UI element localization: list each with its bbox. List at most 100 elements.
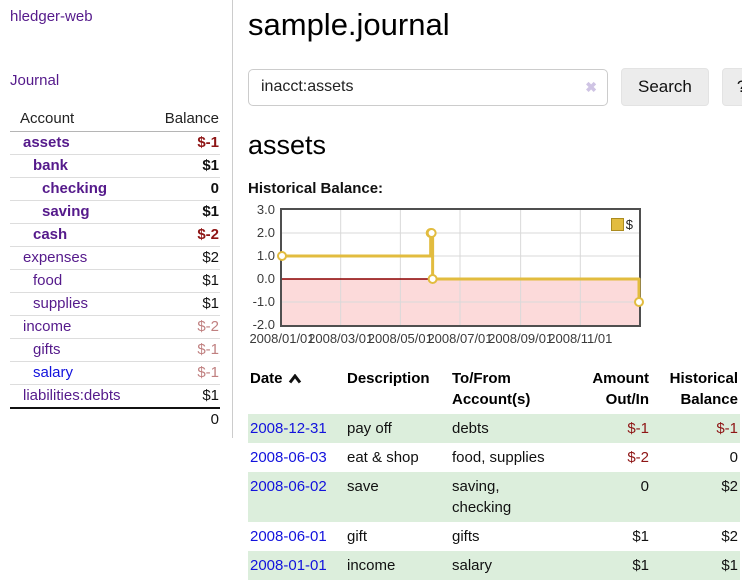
account-link-cash[interactable]: cash: [33, 226, 68, 243]
account-link-salary[interactable]: salary: [33, 364, 74, 381]
chart-section-label: Historical Balance:: [248, 180, 384, 197]
accounts-table: Account Balance assets $-1 bank $1 check…: [10, 107, 220, 431]
transaction-amount: 0: [560, 472, 651, 522]
transactions-table: Date Description To/From Account(s) Amou…: [248, 366, 740, 580]
transaction-balance: $2: [721, 528, 738, 545]
transaction-row: 2008-06-02 save saving, checking 0 $2: [248, 472, 740, 522]
date-column-header[interactable]: Date: [248, 366, 345, 414]
transaction-description: eat & shop: [347, 449, 419, 466]
balance-column-header: Historical Balance: [669, 370, 738, 408]
transaction-row: 2008-01-01 income salary $1 $1: [248, 551, 740, 580]
account-row: income $-2: [10, 315, 220, 339]
balance-column-header: Balance: [150, 107, 220, 132]
x-tick-label: 2008/11/01: [548, 331, 613, 346]
transaction-description: save: [345, 472, 450, 522]
transaction-row: 2008-06-01 gift gifts $1 $2: [248, 522, 740, 551]
account-balance: $1: [150, 384, 220, 409]
x-tick-label: 2008/09/01: [488, 331, 554, 346]
brand-link[interactable]: hledger-web: [10, 8, 93, 25]
search-button[interactable]: Search: [621, 68, 709, 106]
account-link-assets[interactable]: assets: [23, 134, 70, 151]
account-row: checking 0: [10, 177, 220, 201]
account-row: expenses $2: [10, 246, 220, 270]
transaction-accounts: debts: [450, 414, 560, 443]
account-row: saving $1: [10, 200, 220, 224]
accounts-total-row: 0: [10, 407, 220, 431]
transaction-row: 2008-06-03 eat & shop food, supplies $-2…: [248, 443, 740, 472]
transaction-balance: $-1: [651, 414, 740, 443]
account-link-gifts[interactable]: gifts: [33, 341, 61, 358]
transaction-balance: $2: [651, 472, 740, 522]
account-balance: 0: [150, 177, 220, 201]
transaction-description: pay off: [345, 414, 450, 443]
legend-label: $: [625, 217, 633, 232]
transaction-date-link[interactable]: 2008-12-31: [250, 420, 327, 437]
account-balance: $1: [150, 154, 220, 178]
description-column-header: Description: [347, 370, 430, 387]
sidebar-item-journal[interactable]: Journal: [10, 72, 60, 89]
sort-ascending-icon: [288, 373, 301, 384]
account-link-supplies[interactable]: supplies: [33, 295, 89, 312]
account-balance: $-2: [150, 315, 220, 339]
y-tick-label: 3.0: [256, 202, 275, 217]
transaction-amount: $1: [560, 551, 651, 580]
account-link-food[interactable]: food: [33, 272, 63, 289]
transaction-balance: 0: [729, 449, 738, 466]
y-tick-label: -1.0: [252, 294, 275, 309]
account-balance: $1: [150, 292, 220, 316]
account-title: assets: [248, 130, 327, 160]
search-input[interactable]: [248, 68, 608, 106]
account-link-checking[interactable]: checking: [42, 180, 108, 197]
y-tick-label: 1.0: [256, 248, 275, 263]
account-link-expenses[interactable]: expenses: [23, 249, 88, 266]
x-tick-label: 2008/05/01: [367, 331, 433, 346]
account-row: bank $1: [10, 154, 220, 178]
transaction-accounts: saving, checking: [450, 472, 560, 522]
sidebar: hledger-web Journal Account Balance asse…: [0, 0, 233, 438]
search-form: ✖ Search ?: [248, 68, 742, 106]
transaction-accounts: gifts: [452, 528, 480, 545]
account-balance: $1: [150, 200, 220, 224]
transaction-amount: $1: [632, 528, 649, 545]
transaction-description: gift: [347, 528, 368, 545]
help-button[interactable]: ?: [721, 68, 742, 106]
search-field-wrapper: ✖: [248, 68, 608, 106]
transaction-date-link[interactable]: 2008-06-02: [250, 478, 327, 495]
account-balance: $1: [150, 269, 220, 293]
transaction-amount: $-2: [627, 449, 649, 466]
transaction-date-link[interactable]: 2008-06-03: [250, 449, 327, 466]
clear-search-icon[interactable]: ✖: [585, 78, 597, 95]
accounts-column-header: To/From Account(s): [452, 370, 531, 408]
transaction-accounts: salary: [450, 551, 560, 580]
transaction-row: 2008-12-31 pay off debts $-1 $-1: [248, 414, 740, 443]
account-row: salary $-1: [10, 361, 220, 385]
account-link-income[interactable]: income: [23, 318, 72, 335]
account-balance: $-1: [150, 131, 220, 155]
page-title: sample.journal: [248, 7, 450, 42]
chart-legend: $: [610, 217, 633, 232]
y-tick-label: 0.0: [256, 271, 275, 286]
account-balance: $2: [150, 246, 220, 270]
account-balance: $-1: [150, 338, 220, 362]
account-row: gifts $-1: [10, 338, 220, 362]
transaction-balance: $1: [651, 551, 740, 580]
account-link-bank[interactable]: bank: [33, 157, 69, 174]
x-tick-label: 2008/07/01: [427, 331, 493, 346]
account-link-liabilities-debts[interactable]: liabilities:debts: [23, 387, 121, 404]
chart-plot-area: $: [277, 208, 644, 327]
account-balance: $-1: [150, 361, 220, 385]
account-balance: $-2: [150, 223, 220, 247]
account-row: assets $-1: [10, 131, 220, 155]
account-column-header: Account: [10, 107, 151, 132]
account-link-saving[interactable]: saving: [42, 203, 90, 220]
account-row: liabilities:debts $1: [10, 384, 220, 409]
amount-column-header: Amount Out/In: [592, 370, 649, 408]
legend-swatch-icon: [610, 218, 624, 231]
y-tick-label: -2.0: [252, 317, 275, 332]
transaction-date-link[interactable]: 2008-06-01: [250, 528, 327, 545]
transaction-date-link[interactable]: 2008-01-01: [250, 557, 327, 574]
x-tick-label: 2008/01/01: [249, 331, 315, 346]
historical-balance-chart: $ 3.0 2.0 1.0 0.0 -1.0 -2.0 2008/01/01 2008/03/…: [248, 202, 653, 348]
transactions-header-row: Date Description To/From Account(s) Amou…: [248, 366, 740, 414]
